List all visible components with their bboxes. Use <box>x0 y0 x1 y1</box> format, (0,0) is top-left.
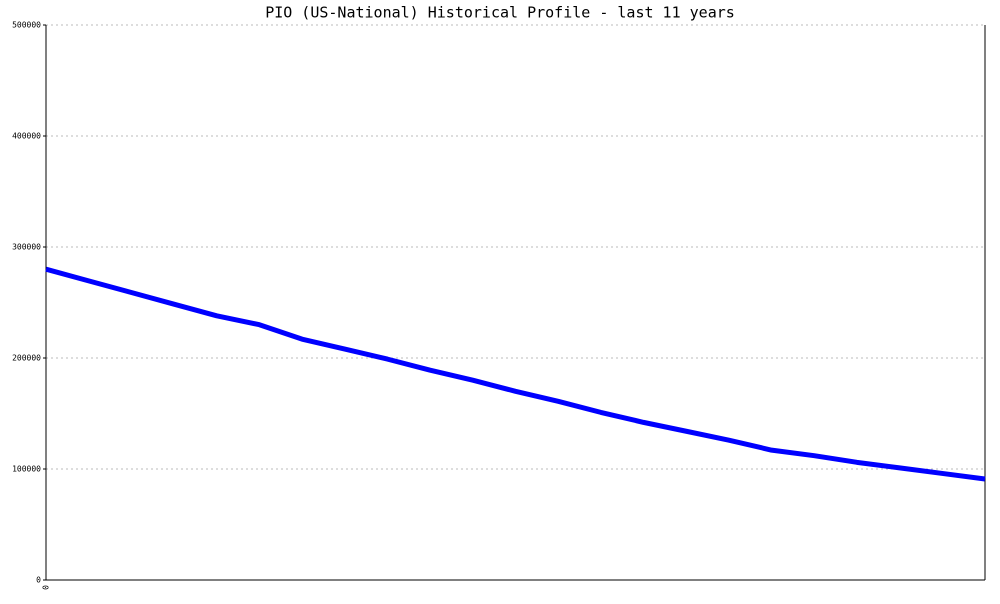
y-tick-label: 300000 <box>12 243 41 252</box>
data-line <box>45 266 986 482</box>
y-tick-label: 0 <box>36 576 41 585</box>
chart-title: PIO (US-National) Historical Profile - l… <box>265 4 735 22</box>
y-tick-label: 400000 <box>12 132 41 141</box>
y-tick-label: 100000 <box>12 465 41 474</box>
x-tick-label: 0 <box>42 585 51 590</box>
y-tick-label: 200000 <box>12 354 41 363</box>
y-tick-label: 500000 <box>12 21 41 30</box>
